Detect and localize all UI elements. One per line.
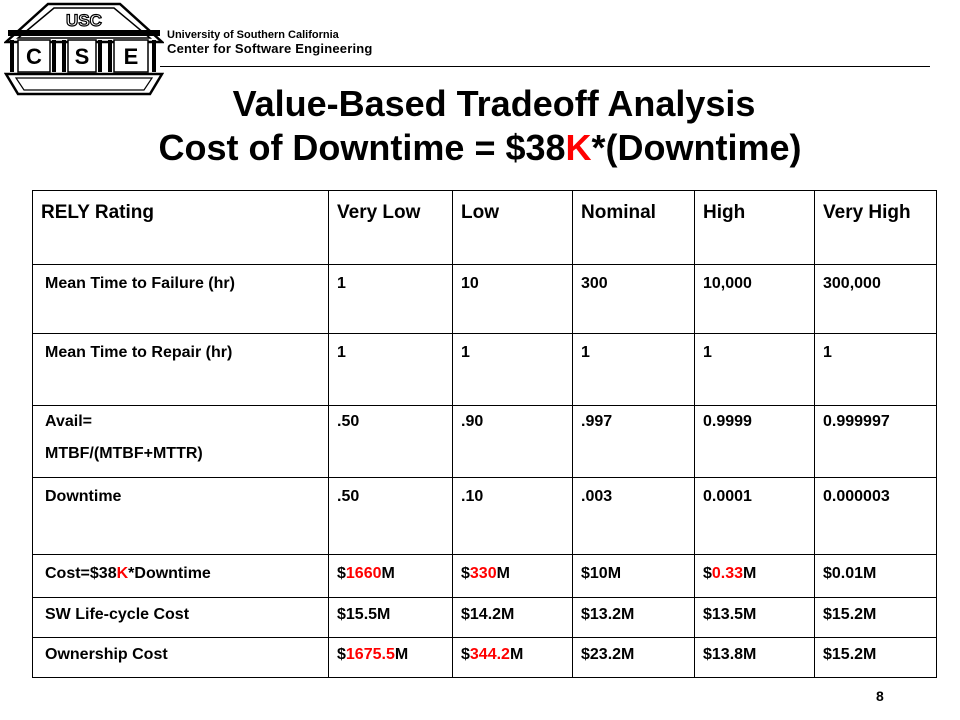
cell-part: $ bbox=[461, 646, 470, 663]
table-cell: 1 bbox=[328, 333, 453, 406]
rely-tradeoff-table: RELY Rating Very Low Low Nominal High Ve… bbox=[32, 190, 937, 678]
header-cell: Nominal bbox=[572, 190, 695, 265]
table-cell: $13.5M bbox=[694, 597, 815, 638]
table-cell: .90 bbox=[452, 405, 573, 478]
slide-subtitle: Cost of Downtime = $38K*(Downtime) bbox=[0, 126, 960, 170]
label-part: Cost=$38 bbox=[45, 565, 117, 582]
table-cell: .50 bbox=[328, 405, 453, 478]
table-header-row: RELY Rating Very Low Low Nominal High Ve… bbox=[32, 190, 937, 265]
table-cell: 1 bbox=[328, 264, 453, 334]
label-highlight: K bbox=[116, 565, 129, 582]
cell-part: $13.8M bbox=[703, 646, 757, 663]
logo-letter-e: E bbox=[124, 44, 139, 69]
table-cell: 1 bbox=[814, 333, 937, 406]
table-cell: $1675.5M bbox=[328, 637, 453, 678]
table-cell: 300 bbox=[572, 264, 695, 334]
table-row-cost: Cost=$38K*Downtime $1660M $330M $10M $0.… bbox=[32, 554, 937, 598]
table-cell: $0.33M bbox=[694, 554, 815, 598]
table-row-availability: Avail= MTBF/(MTBF+MTTR) .50 .90 .997 0.99… bbox=[32, 405, 937, 478]
table-row-downtime: Downtime .50 .10 .003 0.0001 0.000003 bbox=[32, 477, 937, 555]
cell-highlight: 330 bbox=[469, 565, 497, 582]
table-cell: $14.2M bbox=[452, 597, 573, 638]
label-part: *Downtime bbox=[128, 565, 211, 582]
cell-part: $15.2M bbox=[823, 646, 877, 663]
cell-part: $ bbox=[461, 565, 470, 582]
cell-part: $ bbox=[337, 565, 346, 582]
university-name: University of Southern California bbox=[167, 29, 339, 41]
cell-part: M bbox=[394, 646, 409, 663]
slide-title: Value-Based Tradeoff Analysis bbox=[232, 83, 756, 124]
table-cell: 10,000 bbox=[694, 264, 815, 334]
cell-highlight: 1675.5 bbox=[345, 646, 395, 663]
cell-part: $ bbox=[337, 646, 346, 663]
cell-part: $10M bbox=[581, 565, 622, 582]
table-row-ownership-cost: Ownership Cost $1675.5M $344.2M $23.2M $… bbox=[32, 637, 937, 678]
header-cell: Very Low bbox=[328, 190, 453, 265]
row-label: Mean Time to Failure (hr) bbox=[32, 264, 329, 334]
table-cell: 0.0001 bbox=[694, 477, 815, 555]
header-cell: Very High bbox=[814, 190, 937, 265]
table-cell: $15.5M bbox=[328, 597, 453, 638]
logo-letter-s: S bbox=[75, 44, 90, 69]
table-cell: $0.01M bbox=[814, 554, 937, 598]
cell-part: M bbox=[496, 565, 510, 582]
table-cell: 300,000 bbox=[814, 264, 937, 334]
header-divider bbox=[160, 66, 930, 67]
table-cell: $10M bbox=[572, 554, 695, 598]
table-cell: $13.8M bbox=[694, 637, 815, 678]
table-cell: $15.2M bbox=[814, 637, 937, 678]
table-cell: $13.2M bbox=[572, 597, 695, 638]
organization-header: University of Southern California Center… bbox=[167, 29, 373, 57]
page-number: 8 bbox=[876, 688, 884, 704]
table-cell: 0.9999 bbox=[694, 405, 815, 478]
cell-highlight: 344.2 bbox=[469, 646, 510, 663]
table-cell: 1 bbox=[452, 333, 573, 406]
table-cell: $15.2M bbox=[814, 597, 937, 638]
row-label: Ownership Cost bbox=[32, 637, 329, 678]
table-cell: .10 bbox=[452, 477, 573, 555]
cell-highlight: 0.33 bbox=[711, 565, 744, 582]
row-label-line: Avail= bbox=[45, 413, 92, 430]
cell-part: $ bbox=[703, 565, 712, 582]
table-row-mttr: Mean Time to Repair (hr) 1 1 1 1 1 bbox=[32, 333, 937, 406]
row-label: Cost=$38K*Downtime bbox=[32, 554, 329, 598]
header-cell: Low bbox=[452, 190, 573, 265]
subtitle-suffix: *(Downtime) bbox=[591, 127, 802, 168]
row-label: Downtime bbox=[32, 477, 329, 555]
table-row-sw-lifecycle-cost: SW Life-cycle Cost $15.5M $14.2M $13.2M … bbox=[32, 597, 937, 638]
table-cell: .997 bbox=[572, 405, 695, 478]
logo-usc-text: USC bbox=[66, 11, 102, 30]
cell-highlight: 1660 bbox=[345, 565, 382, 582]
row-label: Avail= MTBF/(MTBF+MTTR) bbox=[32, 405, 329, 478]
header-cell: High bbox=[694, 190, 815, 265]
table-cell: 1 bbox=[694, 333, 815, 406]
table-cell: .003 bbox=[572, 477, 695, 555]
table-cell: .50 bbox=[328, 477, 453, 555]
table-cell: 1 bbox=[572, 333, 695, 406]
header-cell: RELY Rating bbox=[32, 190, 329, 265]
table-cell: 10 bbox=[452, 264, 573, 334]
cell-part: $0.01M bbox=[823, 565, 877, 582]
cell-part: $23.2M bbox=[581, 646, 635, 663]
subtitle-highlight: K bbox=[565, 127, 592, 168]
table-cell: $330M bbox=[452, 554, 573, 598]
table-cell: $23.2M bbox=[572, 637, 695, 678]
cell-part: M bbox=[381, 565, 395, 582]
cell-part: M bbox=[509, 646, 524, 663]
table-cell: 0.000003 bbox=[814, 477, 937, 555]
center-name: Center for Software Engineering bbox=[167, 40, 373, 56]
logo-letter-c: C bbox=[26, 44, 42, 69]
cell-part: M bbox=[743, 565, 757, 582]
table-cell: $344.2M bbox=[452, 637, 573, 678]
usc-cse-logo: USC C S E bbox=[4, 2, 164, 96]
row-label-line: MTBF/(MTBF+MTTR) bbox=[45, 445, 203, 462]
row-label: Mean Time to Repair (hr) bbox=[32, 333, 329, 406]
table-cell: 0.999997 bbox=[814, 405, 937, 478]
row-label: SW Life-cycle Cost bbox=[32, 597, 329, 638]
table-cell: $1660M bbox=[328, 554, 453, 598]
table-row-mtbf: Mean Time to Failure (hr) 1 10 300 10,00… bbox=[32, 264, 937, 334]
subtitle-prefix: Cost of Downtime = $38 bbox=[158, 127, 566, 168]
